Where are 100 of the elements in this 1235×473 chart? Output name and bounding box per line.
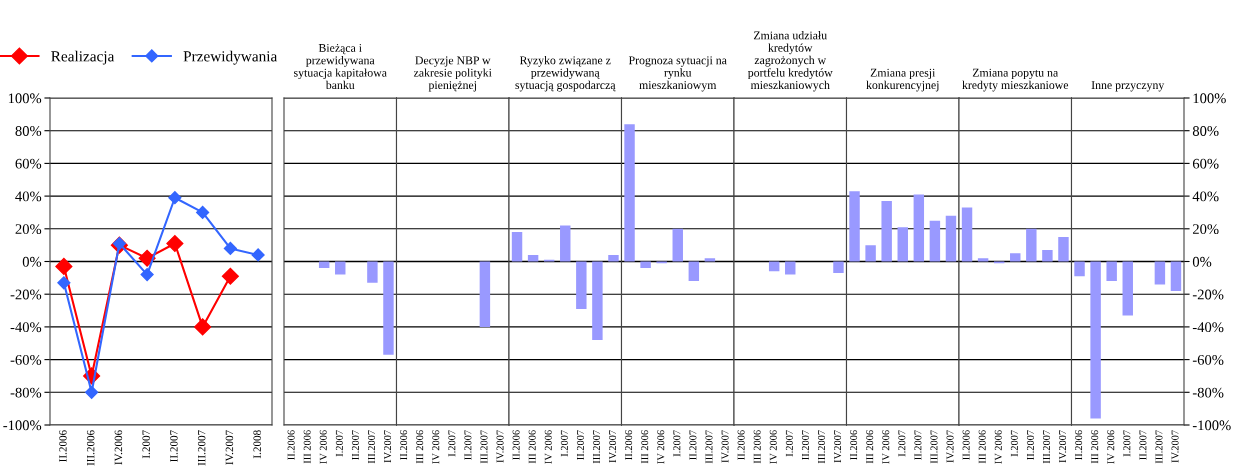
bar bbox=[865, 245, 876, 262]
x-tick-label: IV.2006 bbox=[114, 430, 123, 465]
bar bbox=[1058, 236, 1069, 262]
bar bbox=[929, 220, 941, 262]
point bbox=[85, 385, 99, 399]
bar bbox=[1026, 228, 1037, 262]
bar bbox=[961, 207, 973, 262]
point bbox=[57, 276, 71, 290]
bar bbox=[608, 254, 619, 262]
x-tick-label: II.2007 bbox=[464, 430, 472, 460]
x-tick-label: I.2008 bbox=[253, 430, 261, 459]
y2-tick-label: -40% bbox=[1192, 322, 1224, 333]
x-tick-label: II.2006 bbox=[1075, 430, 1083, 460]
chart-title: Decyzje NBP w zakresie polityki pieniężnej bbox=[413, 56, 492, 92]
x-tick-label: II.2006 bbox=[737, 430, 745, 460]
legend-label: Realizacja bbox=[51, 50, 115, 65]
y-tick-label: 80% bbox=[15, 126, 42, 136]
x-tick-label: III.2007 bbox=[1155, 430, 1163, 464]
y2-tick-label: 40% bbox=[1192, 191, 1219, 202]
bar bbox=[592, 261, 603, 340]
x-tick-label: III.2006 bbox=[86, 430, 95, 466]
x-tick-label: III.2007 bbox=[705, 430, 713, 464]
bar bbox=[704, 258, 716, 262]
x-tick-label: IV.2007 bbox=[384, 430, 392, 463]
x-tick-label: III.2007 bbox=[817, 430, 826, 464]
x-tick-label: II.2007 bbox=[1139, 430, 1147, 460]
bar bbox=[527, 254, 539, 262]
point bbox=[251, 248, 265, 262]
x-tick-label: II.2006 bbox=[59, 430, 67, 462]
x-tick-label: III 2006 bbox=[978, 430, 986, 464]
x-tick-label: III 2006 bbox=[866, 430, 874, 464]
x-tick-label: IV.2007 bbox=[496, 430, 504, 463]
chart-title: Zmiana popytu na kredyty mieszkaniowe bbox=[962, 68, 1069, 92]
x-tick-label: II.2006 bbox=[625, 430, 633, 460]
x-tick-label: III.2007 bbox=[1042, 430, 1051, 464]
x-tick-label: III 2006 bbox=[303, 430, 311, 464]
point bbox=[168, 191, 182, 205]
point bbox=[196, 205, 210, 220]
chart-title: Inne przyczyny bbox=[1091, 81, 1165, 92]
y-tick-label: 100% bbox=[8, 93, 42, 104]
x-tick-label: IV.2007 bbox=[1171, 430, 1179, 463]
x-tick-label: IV 2006 bbox=[432, 430, 440, 464]
x-tick-label: III.2007 bbox=[480, 430, 488, 464]
bar bbox=[977, 258, 989, 262]
x-tick-label: IV 2006 bbox=[657, 430, 665, 464]
x-tick-label: I.2007 bbox=[1123, 430, 1131, 457]
x-tick-label: IV 2006 bbox=[769, 430, 777, 464]
y2-tick-label: 80% bbox=[1192, 126, 1219, 136]
bar bbox=[881, 201, 892, 262]
point bbox=[55, 257, 73, 275]
x-tick-label: IV 2006 bbox=[319, 430, 327, 464]
x-tick-label: II.2006 bbox=[512, 430, 520, 460]
x-tick-label: III 2006 bbox=[528, 430, 536, 464]
x-tick-label: III.2007 bbox=[367, 430, 376, 464]
point bbox=[166, 234, 184, 253]
y2-tick-label: -60% bbox=[1192, 354, 1224, 365]
y2-tick-label: -20% bbox=[1192, 289, 1224, 300]
x-tick-label: I.2007 bbox=[1010, 430, 1018, 457]
x-tick-label: II.2007 bbox=[689, 430, 697, 460]
y-tick-label: -100% bbox=[3, 420, 42, 431]
x-tick-label: III 2006 bbox=[753, 430, 761, 464]
x-tick-label: II.2007 bbox=[1026, 430, 1034, 460]
y2-tick-label: 0% bbox=[1192, 256, 1212, 267]
bar bbox=[913, 194, 925, 262]
x-tick-label: III 2006 bbox=[1091, 430, 1099, 464]
x-tick-label: II.2006 bbox=[962, 430, 970, 460]
y-tick-label: 0% bbox=[22, 256, 42, 267]
chart-title: Ryzyko związane z przewidywaną sytuacją gospodarczą bbox=[515, 55, 616, 92]
x-tick-label: II.2007 bbox=[170, 430, 178, 462]
x-tick-label: IV.2007 bbox=[721, 430, 729, 463]
x-tick-label: III.2007 bbox=[930, 430, 938, 464]
x-tick-label: IV 2006 bbox=[1107, 430, 1115, 464]
y-tick-label: 60% bbox=[15, 158, 42, 169]
x-tick-label: II.2007 bbox=[801, 430, 809, 460]
y2-tick-label: -80% bbox=[1192, 387, 1224, 398]
y-tick-label: -20% bbox=[10, 289, 42, 300]
x-tick-label: III 2006 bbox=[416, 430, 424, 464]
point bbox=[140, 267, 154, 282]
x-tick-label: III 2006 bbox=[641, 430, 649, 464]
x-tick-label: I.2007 bbox=[335, 430, 343, 457]
point bbox=[138, 249, 156, 267]
bar bbox=[576, 261, 587, 309]
x-tick-label: IV.2007 bbox=[609, 430, 617, 463]
x-tick-label: IV 2006 bbox=[994, 430, 1002, 464]
bar bbox=[897, 227, 908, 262]
chart-title: Zmiana presji konkurencyjnej bbox=[866, 68, 939, 92]
x-tick-label: I.2007 bbox=[673, 430, 681, 457]
chart-title: Zmiana udziału kredytów zagrożonych w portfelu kredytów mieszkaniowych bbox=[747, 31, 833, 92]
y-tick-label: 20% bbox=[15, 224, 42, 235]
bar bbox=[945, 215, 957, 262]
bar bbox=[672, 228, 683, 262]
x-tick-label: I.2007 bbox=[142, 430, 150, 459]
x-tick-label: I.2007 bbox=[898, 430, 906, 457]
bar bbox=[688, 261, 700, 282]
x-tick-label: IV.2007 bbox=[225, 430, 234, 465]
bar bbox=[560, 225, 571, 262]
x-tick-label: II.2006 bbox=[850, 430, 858, 460]
y-tick-label: -80% bbox=[10, 387, 42, 398]
x-tick-label: IV.2007 bbox=[1059, 430, 1067, 463]
y2-tick-label: 60% bbox=[1192, 158, 1219, 169]
